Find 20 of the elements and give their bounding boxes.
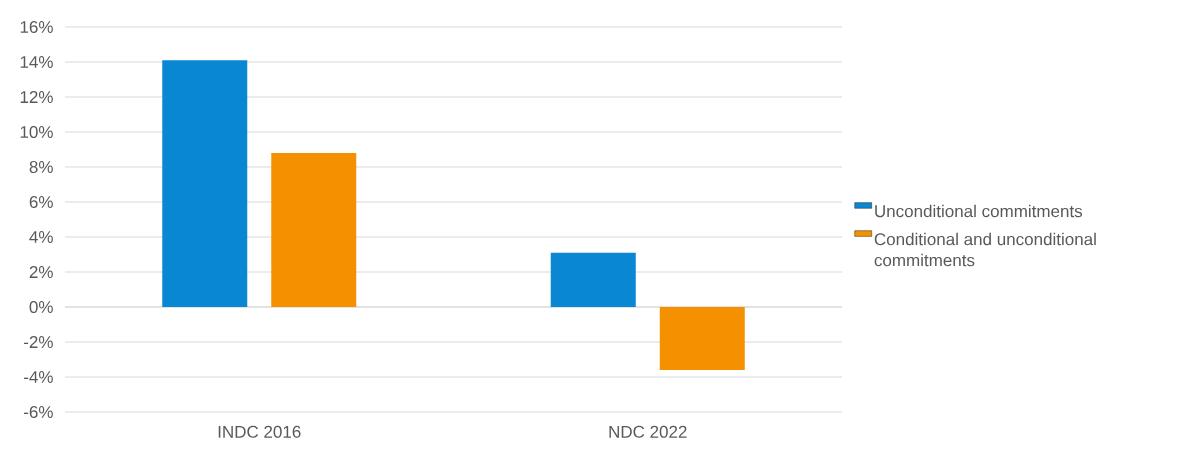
bar bbox=[550, 252, 636, 307]
y-tick-label: 8% bbox=[29, 160, 53, 174]
y-tick-label: 0% bbox=[29, 300, 53, 314]
bar bbox=[162, 60, 248, 307]
y-tick-label: -2% bbox=[24, 336, 53, 348]
x-tick-label: NDC 2022 bbox=[609, 425, 687, 438]
y-tick-label: 12% bbox=[20, 91, 53, 103]
y-tick-label: 2% bbox=[29, 266, 53, 278]
bar bbox=[271, 153, 357, 307]
y-tick-label: 4% bbox=[29, 231, 53, 243]
x-tick-label: INDC 2016 bbox=[218, 425, 301, 438]
y-tick-label: -6% bbox=[24, 405, 53, 419]
y-tick-label: -4% bbox=[24, 371, 53, 383]
bar bbox=[659, 307, 745, 370]
y-tick-label: 16% bbox=[20, 20, 53, 34]
legend-label: Conditional and unconditional commitments bbox=[874, 232, 1096, 267]
y-tick-label: 6% bbox=[29, 195, 53, 209]
legend-label: Unconditional commitments bbox=[875, 204, 1083, 218]
y-tick-label: 14% bbox=[20, 56, 53, 68]
y-tick-label: 10% bbox=[20, 125, 53, 139]
